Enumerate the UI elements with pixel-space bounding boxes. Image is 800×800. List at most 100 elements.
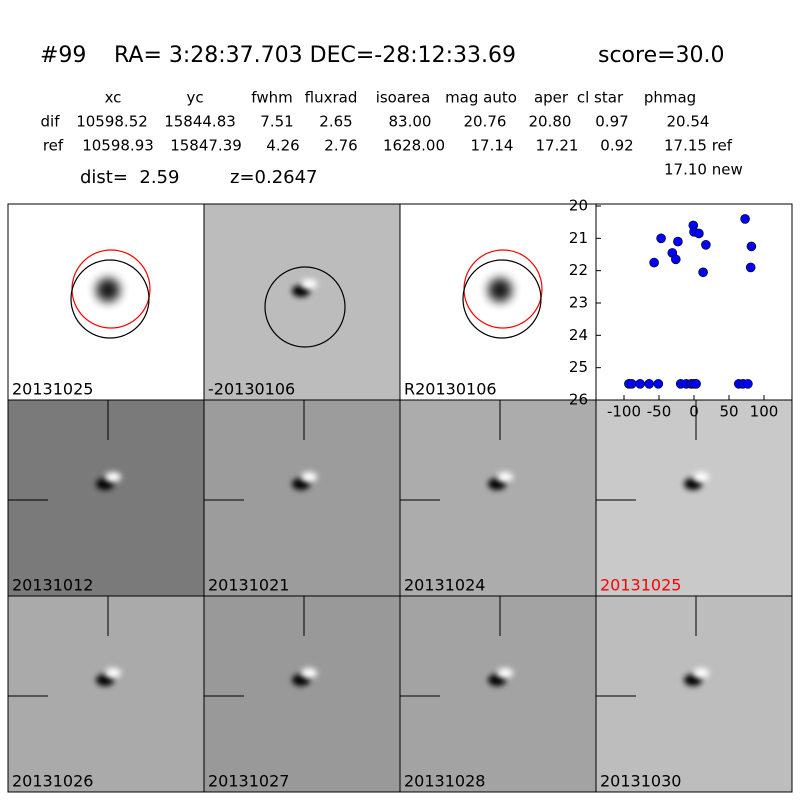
point — [656, 233, 666, 244]
table-cell: 2.65 — [319, 113, 352, 131]
chart: 20 21 22 23 24 25 26 -100 -50 0 50 100 — [569, 197, 793, 421]
y-tick-label: 22 — [569, 261, 588, 279]
column-header: xc — [105, 89, 122, 107]
residual-light — [301, 472, 317, 482]
point — [644, 379, 655, 389]
residual-light — [301, 279, 317, 289]
stamp-bg — [595, 595, 793, 793]
stamp-bg — [7, 595, 205, 793]
table-cell: 2.76 — [324, 137, 357, 155]
table-cell: 10598.93 — [82, 137, 154, 155]
point — [626, 379, 637, 389]
residual-light — [693, 472, 709, 482]
point — [701, 240, 711, 250]
stamp-label: 20131026 — [12, 772, 93, 791]
stamp: 20131021 — [203, 399, 401, 597]
residual-light — [497, 472, 513, 482]
stamp-bg — [399, 203, 597, 401]
object-id: #99 — [40, 43, 86, 68]
table-cell: 83.00 — [389, 113, 432, 131]
y-tick-label: 24 — [569, 326, 588, 344]
table-cell: 10598.52 — [76, 113, 148, 131]
point — [743, 379, 753, 389]
table-cell: 20.80 — [529, 113, 572, 131]
stamp-bg — [203, 399, 401, 597]
point — [740, 214, 750, 224]
residual-light — [105, 472, 121, 482]
residual-light — [497, 668, 513, 678]
point — [635, 379, 645, 389]
stamp-label: 20131028 — [404, 772, 485, 791]
cand-circle — [264, 266, 346, 348]
column-header: aper — [534, 89, 569, 107]
stamp-label: 20131025 — [600, 576, 681, 595]
x-tick-label: 50 — [719, 403, 738, 421]
point — [746, 241, 757, 252]
x-tick-label: -50 — [647, 403, 672, 421]
stamp: 20131025 — [595, 399, 793, 597]
stamp-label: 20131024 — [404, 576, 485, 595]
stamp: 20131024 — [399, 399, 597, 597]
y-tick-label: 25 — [569, 358, 588, 376]
table-cell: 20.54 — [667, 113, 710, 131]
table-cell: 4.26 — [266, 137, 299, 155]
column-header: fluxrad — [305, 89, 358, 107]
stamp: 20131030 — [595, 595, 793, 793]
redshift: z=0.2647 — [230, 167, 318, 188]
point — [745, 262, 756, 273]
score: score=30.0 — [598, 43, 725, 68]
y-tick-label: 26 — [569, 391, 588, 409]
stamp-bg — [399, 595, 597, 793]
stamp: -20130106 — [203, 203, 401, 401]
stamp-bg — [595, 399, 793, 597]
table-cell: 15844.83 — [164, 113, 236, 131]
table-cell: 7.51 — [260, 113, 293, 131]
x-tick-label: -100 — [607, 403, 641, 421]
table-cell: 17.14 — [471, 137, 514, 155]
column-header: phmag — [644, 89, 696, 107]
column-header: fwhm — [251, 89, 292, 107]
column-header: isoarea — [376, 89, 431, 107]
table-cell: 17.21 — [536, 137, 579, 155]
table-cell: 17.15 ref — [664, 137, 733, 155]
table-cell: ref — [43, 137, 64, 155]
residual-light — [693, 668, 709, 678]
source-blob — [96, 278, 120, 302]
stamp-label: -20130106 — [208, 380, 295, 399]
stamp: 20131027 — [203, 595, 401, 793]
stamp-label: 20131012 — [12, 576, 93, 595]
stamp-bg — [203, 203, 401, 401]
point — [670, 254, 681, 265]
dist: dist= 2.59 — [80, 167, 179, 188]
y-tick-label: 21 — [569, 229, 588, 247]
point — [649, 257, 659, 268]
stamp-bg — [7, 399, 205, 597]
stamp: 20131026 — [7, 595, 205, 793]
residual-light — [105, 668, 121, 678]
y-tick-label: 20 — [569, 197, 588, 215]
stamp-label: 20131027 — [208, 772, 289, 791]
stamp-bg — [399, 399, 597, 597]
cand-circle — [462, 259, 542, 339]
table-cell: 0.92 — [600, 137, 633, 155]
table-cell: 15847.39 — [170, 137, 242, 155]
x-tick-label: 0 — [689, 403, 699, 421]
cand-circle — [70, 259, 150, 339]
stamp-bg — [203, 595, 401, 793]
stamp-bg — [7, 203, 205, 401]
table-cell: 1628.00 — [383, 137, 445, 155]
table-cell: dif — [41, 113, 61, 131]
stamp: 20131012 — [7, 399, 205, 597]
point — [698, 267, 708, 278]
stamp: R20130106 — [399, 203, 597, 401]
column-header: mag auto — [445, 89, 517, 107]
stamp-label: 20131030 — [600, 772, 681, 791]
point — [691, 379, 701, 389]
x-tick-label: 100 — [750, 403, 779, 421]
y-tick-label: 23 — [569, 294, 588, 312]
chart-bg — [595, 203, 793, 401]
stamp-label: 20131021 — [208, 576, 289, 595]
stamp: 20131028 — [399, 595, 597, 793]
